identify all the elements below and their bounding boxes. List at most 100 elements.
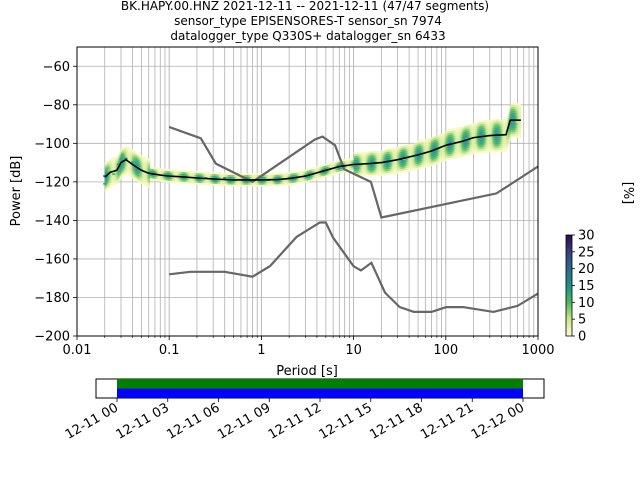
histogram-cell [487, 131, 489, 134]
histogram-cell [513, 106, 516, 109]
histogram-cell [392, 160, 395, 163]
histogram-cell [320, 172, 322, 175]
histogram-cell [154, 167, 156, 170]
coverage-tick-label: 12-11 18 [367, 400, 425, 442]
x-tick-label: 100 [433, 343, 458, 358]
histogram-cell [470, 143, 472, 146]
histogram-cell [466, 130, 469, 133]
histogram-cell [361, 174, 364, 177]
histogram-cell [173, 179, 176, 182]
histogram-cell [202, 181, 205, 184]
histogram-cell [111, 166, 114, 169]
histogram-cell [309, 169, 312, 172]
histogram-cell [140, 166, 143, 169]
histogram-cell [495, 144, 498, 147]
histogram-cell [223, 172, 226, 175]
histogram-cell [373, 153, 375, 156]
colorbar-tick-label: 0 [578, 330, 586, 345]
histogram-cell [379, 151, 381, 153]
histogram-cell [409, 167, 411, 170]
histogram-cell [299, 179, 302, 182]
histogram-cell [428, 141, 431, 144]
histogram-cell [493, 142, 495, 145]
histogram-cell [108, 178, 110, 181]
histogram-cell [479, 126, 481, 129]
histogram-cell [443, 136, 446, 139]
histogram-cell [355, 153, 358, 156]
histogram-cell [471, 133, 473, 136]
histogram-cell [490, 142, 493, 145]
histogram-cell [505, 140, 508, 143]
histogram-cell [255, 180, 258, 183]
histogram-cell [302, 181, 305, 184]
histogram-cell [269, 182, 272, 185]
histogram-cell [414, 145, 417, 147]
histogram-cell [132, 153, 135, 156]
histogram-cell [510, 114, 513, 117]
histogram-cell [332, 169, 335, 172]
histogram-cell [392, 151, 395, 154]
histogram-cell [477, 134, 479, 137]
histogram-cell [188, 174, 191, 177]
histogram-cell [486, 129, 488, 132]
histogram-cell [104, 174, 107, 177]
histogram-cell [404, 168, 407, 171]
histogram-cell [354, 175, 357, 177]
histogram-cell [271, 184, 274, 187]
histogram-cell [396, 148, 398, 151]
histogram-cell [141, 167, 144, 170]
histogram-cell [419, 149, 421, 152]
histogram-cell [518, 112, 521, 115]
histogram-cell [374, 157, 377, 159]
histogram-cell [420, 159, 423, 162]
histogram-cell [115, 162, 117, 164]
histogram-cell [503, 132, 506, 135]
histogram-cell [162, 176, 164, 179]
histogram-cell [152, 170, 154, 173]
histogram-cell [456, 133, 458, 136]
histogram-cell [214, 174, 216, 177]
histogram-cell [375, 174, 378, 177]
histogram-cell [359, 151, 362, 154]
histogram-cell [138, 161, 140, 164]
histogram-cell [502, 119, 504, 122]
histogram-cell [392, 166, 395, 169]
histogram-cell [133, 168, 136, 170]
histogram-cell [104, 170, 107, 173]
histogram-cell [140, 162, 143, 165]
histogram-cell [369, 174, 372, 177]
histogram-cell [145, 157, 147, 160]
histogram-cell [328, 166, 330, 169]
histogram-cell [403, 166, 405, 169]
x-tick-label: 1000 [521, 343, 554, 358]
histogram-cell [142, 160, 145, 163]
histogram-cell [382, 150, 385, 153]
histogram-cell [210, 181, 213, 184]
histogram-cell [487, 137, 489, 140]
histogram-cell [125, 170, 128, 173]
histogram-cell [349, 166, 351, 168]
histogram-cell [122, 168, 124, 171]
histogram-cell [426, 165, 428, 168]
histogram-cell [163, 168, 166, 171]
histogram-cell [147, 175, 149, 178]
histogram-cell [104, 181, 107, 184]
histogram-cell [360, 172, 363, 175]
histogram-cell [180, 177, 183, 180]
y-tick-label: −160 [34, 252, 70, 267]
histogram-cell [324, 173, 327, 176]
histogram-cell [331, 171, 334, 174]
histogram-cell [294, 178, 297, 181]
histogram-cell [400, 149, 403, 152]
histogram-cell [460, 136, 463, 139]
histogram-cell [498, 132, 501, 135]
histogram-cell [113, 177, 116, 180]
histogram-cell [403, 170, 405, 173]
histogram-cell [266, 174, 268, 177]
histogram-cell [483, 137, 486, 140]
histogram-cell [134, 170, 137, 173]
histogram-cell [300, 173, 303, 176]
histogram-cell [511, 122, 514, 125]
histogram-cell [430, 164, 433, 167]
